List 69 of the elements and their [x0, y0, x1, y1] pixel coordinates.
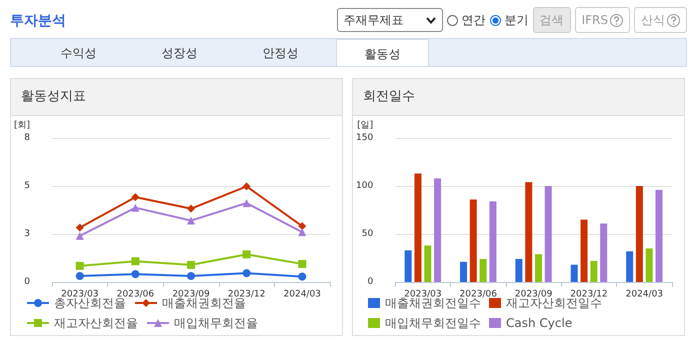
point	[76, 272, 84, 280]
text: 산식	[634, 7, 687, 33]
point	[76, 232, 84, 240]
bar	[570, 264, 578, 282]
point	[131, 204, 140, 212]
bar	[580, 220, 588, 282]
text: 성장성	[160, 45, 198, 62]
bar	[544, 186, 552, 282]
point	[131, 257, 140, 266]
text: 투자분석	[10, 12, 66, 30]
bar	[590, 260, 598, 282]
point	[242, 182, 251, 190]
text: 활동성	[336, 39, 429, 66]
bar	[534, 254, 542, 282]
text: 검색	[532, 7, 571, 33]
bar	[470, 199, 477, 282]
point	[187, 272, 196, 280]
y-tick-label: 3	[24, 229, 30, 239]
y-axis-title: [일]	[357, 120, 374, 130]
point	[187, 260, 196, 269]
legend-label: 매입채무회전일수	[385, 316, 481, 330]
point	[242, 269, 251, 278]
text: 안정성	[262, 45, 300, 62]
y-tick-label: 50	[362, 229, 374, 239]
point	[242, 250, 251, 258]
bar	[424, 246, 432, 282]
text: 주재무제표	[344, 12, 404, 28]
bar	[525, 182, 532, 282]
point	[298, 222, 306, 230]
text: 수익성	[60, 45, 98, 62]
x-tick-label: 2024/03	[284, 290, 321, 300]
point	[298, 272, 306, 281]
legend-label: Cash Cycle	[506, 316, 572, 330]
point	[187, 216, 196, 225]
legend-label: 매입채무회전율	[174, 316, 258, 330]
bar	[489, 201, 496, 282]
point	[298, 260, 306, 268]
y-tick-label: 0	[367, 277, 374, 287]
y-tick-label: 5	[24, 181, 30, 191]
point	[76, 262, 84, 270]
point	[242, 199, 251, 208]
legend-label: 재고자산회전율	[54, 316, 138, 330]
bar	[646, 248, 653, 282]
y-tick-label: 100	[356, 181, 374, 191]
text: 분기	[504, 12, 529, 28]
y-axis-title: [회]	[14, 120, 30, 130]
y-tick-label: 0	[24, 277, 30, 287]
bar	[434, 178, 442, 282]
point	[187, 204, 196, 213]
bar	[636, 186, 643, 282]
chart-title: 활동성지표	[11, 79, 342, 116]
text: 연간	[462, 12, 486, 28]
chart-title: 회전일수	[353, 79, 684, 116]
point	[131, 193, 140, 202]
point	[76, 224, 84, 232]
point	[298, 228, 306, 236]
bar	[515, 258, 522, 282]
bar	[404, 250, 412, 282]
y-tick-label: 150	[356, 133, 374, 143]
bar	[414, 174, 422, 282]
text: IFRS	[574, 7, 630, 33]
bar	[480, 258, 487, 282]
bar	[460, 262, 468, 282]
y-tick-label: 8	[24, 133, 30, 143]
bar	[626, 251, 634, 282]
bar	[600, 223, 608, 282]
point	[131, 270, 140, 278]
x-tick-label: 2024/03	[626, 290, 664, 300]
bar	[656, 190, 663, 282]
